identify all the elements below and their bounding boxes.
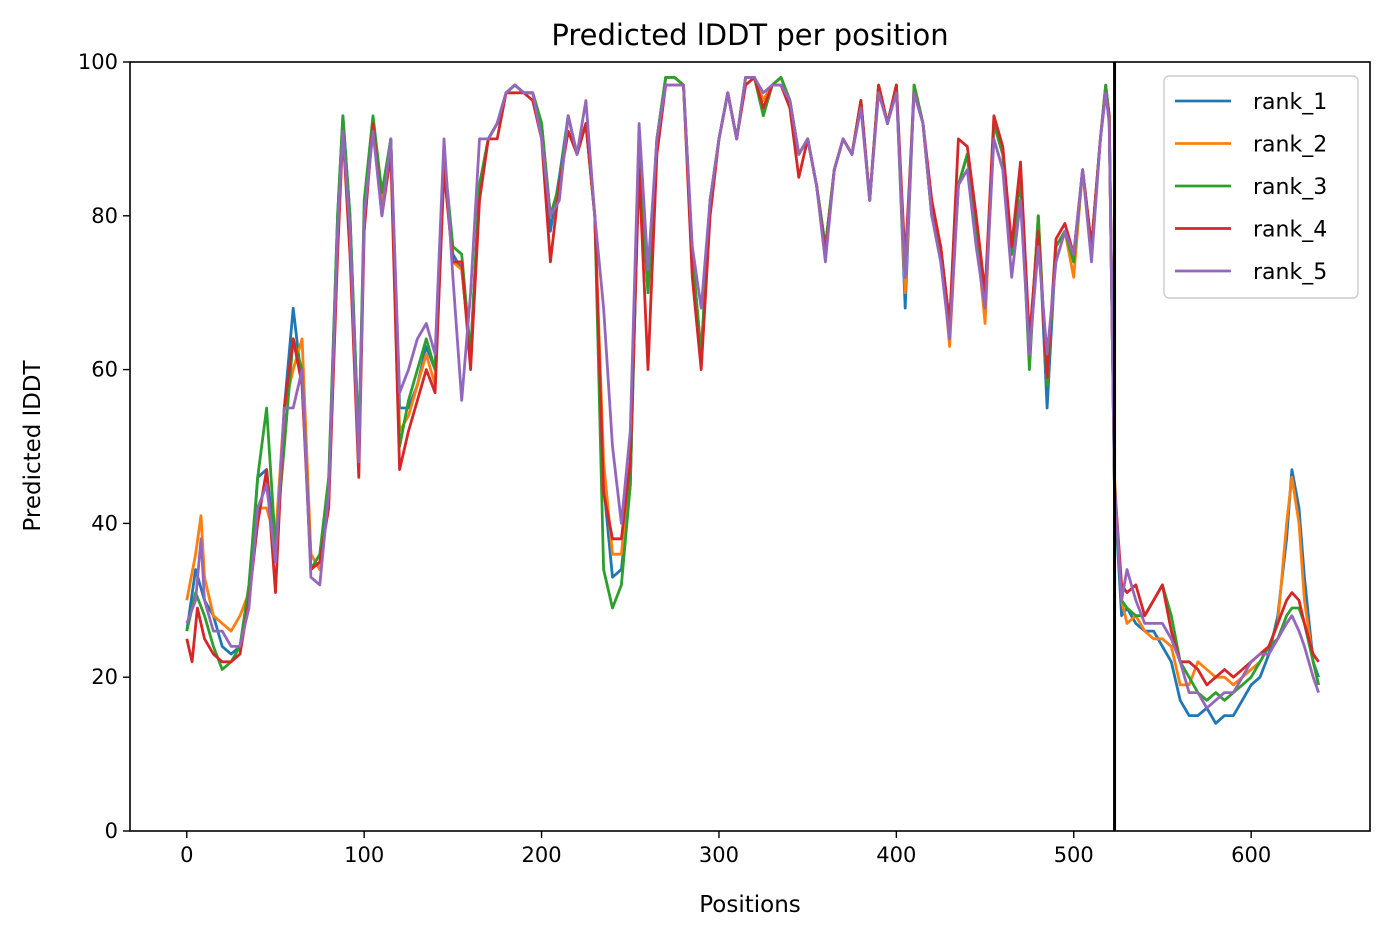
legend: rank_1 rank_2 rank_3 rank_4 rank_5: [1163, 75, 1359, 299]
y-tick-label: 100: [78, 50, 118, 74]
y-axis-label: Predicted lDDT: [20, 359, 46, 531]
x-axis-label: Positions: [699, 892, 801, 918]
x-tick-label: 300: [699, 843, 739, 867]
y-tick-label: 0: [105, 819, 118, 843]
legend-box: [1163, 75, 1359, 299]
x-tick-label: 400: [876, 843, 916, 867]
legend-label-rank_2: rank_2: [1253, 133, 1327, 158]
x-tick-label: 100: [344, 843, 384, 867]
plot-area: [185, 62, 1320, 831]
legend-label-rank_4: rank_4: [1253, 218, 1327, 243]
y-tick-label: 60: [91, 358, 118, 382]
axes-frame: [129, 61, 1371, 832]
series-line-rank_3: [185, 76, 1320, 702]
x-tick-label: 200: [522, 843, 562, 867]
legend-items: rank_1 rank_2 rank_3 rank_4 rank_5: [1175, 90, 1327, 285]
x-tick-label: 500: [1054, 843, 1094, 867]
series-line-rank_5: [185, 76, 1320, 710]
y-tick-label: 20: [91, 665, 118, 689]
chart-title: Predicted lDDT per position: [551, 18, 948, 52]
y-tick-label: 80: [91, 204, 118, 228]
legend-label-rank_5: rank_5: [1253, 260, 1327, 285]
y-tick-label: 40: [91, 511, 118, 535]
x-tick-label: 600: [1231, 843, 1271, 867]
legend-label-rank_3: rank_3: [1253, 175, 1327, 200]
legend-label-rank_1: rank_1: [1253, 90, 1327, 115]
axis-ticks: 0 100 200 300 400 500 600 0 20 40 60 80 100: [78, 50, 1271, 867]
x-tick-label: 0: [180, 843, 193, 867]
